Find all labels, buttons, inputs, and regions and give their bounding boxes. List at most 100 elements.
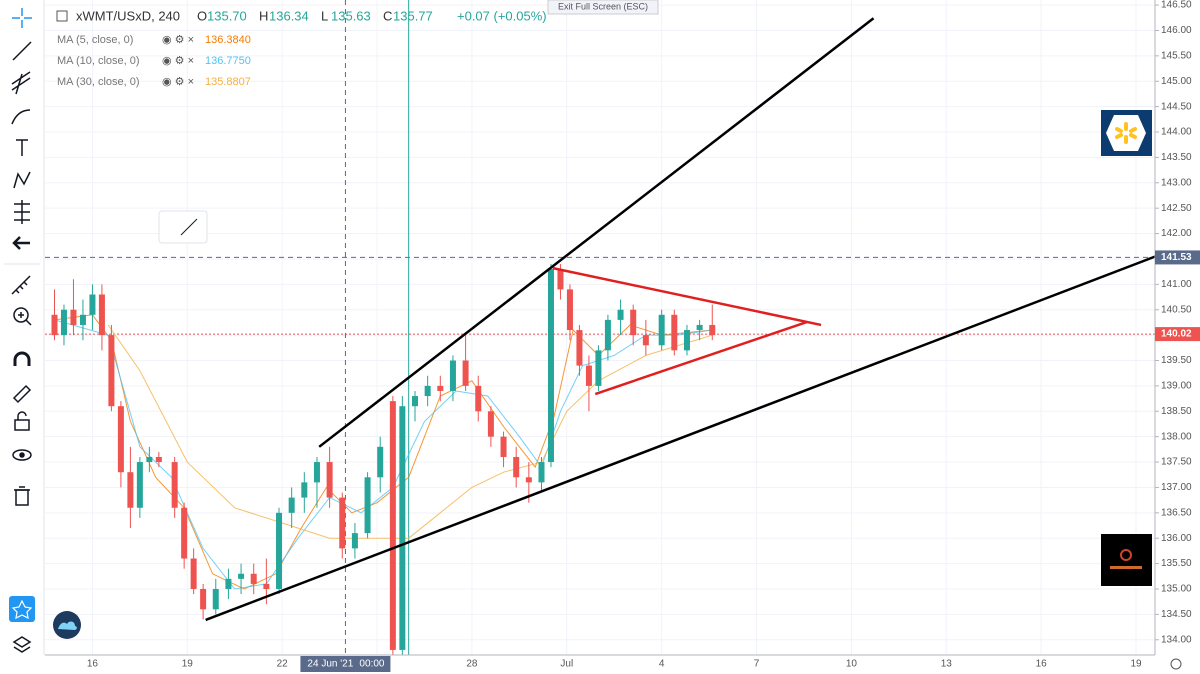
measure-tool[interactable]: [14, 200, 30, 224]
favorites[interactable]: [9, 596, 35, 622]
y-tick-label: 138.00: [1161, 431, 1192, 442]
candle-body: [351, 533, 358, 549]
indicator-name: MA (30, close, 0): [57, 76, 140, 88]
change: +0.07 (+0.05%): [457, 8, 547, 23]
candle-body: [377, 446, 384, 478]
text-tool[interactable]: [16, 139, 28, 156]
exit-button[interactable]: [547, 0, 659, 15]
candle-body: [364, 477, 371, 534]
ohlc-key: O: [197, 8, 207, 23]
candle-body: [658, 314, 665, 346]
logo-spark: [1115, 122, 1137, 144]
candle-body: [500, 436, 507, 457]
symbol-icon: [56, 10, 68, 22]
candle-body: [79, 314, 86, 325]
crosshair-date: 24 Jun '21: [307, 659, 353, 670]
candle-body: [424, 385, 431, 397]
candle-body: [630, 309, 637, 336]
crosshair-label-box: [300, 656, 391, 672]
candle-body: [696, 324, 703, 331]
pattern-tool[interactable]: [13, 171, 31, 189]
floating-line-icon[interactable]: [180, 218, 198, 236]
y-tick-label: 139.00: [1161, 381, 1192, 392]
y-tick-label: 135.50: [1161, 558, 1192, 569]
ohlc-value: 136.34: [269, 8, 309, 23]
logo-cloud: [58, 621, 77, 630]
y-tick-label: 136.00: [1161, 533, 1192, 544]
brush-tool[interactable]: [11, 109, 31, 125]
y-tick-label: 146.00: [1161, 25, 1192, 36]
candle-body: [326, 462, 333, 498]
candle-body: [487, 411, 494, 437]
y-tick-label: 146.50: [1161, 0, 1192, 11]
x-tick-label: 10: [846, 659, 858, 670]
trendline: [318, 17, 875, 448]
candle-body: [339, 497, 346, 549]
candle-body: [117, 406, 124, 473]
price-label-box: [1155, 250, 1200, 265]
candle-body: [671, 314, 678, 351]
y-tick-label: 142.00: [1161, 228, 1192, 239]
fib-tool[interactable]: [11, 71, 31, 95]
price-label: 141.53: [1161, 252, 1192, 263]
trendline: [205, 253, 1160, 622]
indicator-icons: ◉ ⚙ ×: [162, 55, 194, 67]
candle-body: [238, 573, 245, 579]
price-label-box: [1155, 327, 1200, 342]
visibility-tool[interactable]: [12, 449, 32, 461]
candle-body: [190, 558, 197, 589]
candle-body: [513, 456, 520, 478]
candle-body: [642, 335, 649, 346]
candle-body: [617, 309, 624, 320]
candle-body: [525, 477, 532, 483]
plot: [45, 0, 1160, 655]
crosshair-tool[interactable]: [12, 8, 32, 28]
x-tick-label: 28: [466, 659, 478, 670]
y-tick-label: 135.00: [1161, 584, 1192, 595]
layers[interactable]: [12, 636, 32, 653]
symbol: xWMT/USxD, 240: [76, 8, 180, 23]
y-tick-label: 144.50: [1161, 101, 1192, 112]
y-tick-label: 138.50: [1161, 406, 1192, 417]
exit-button-label[interactable]: Exit Full Screen (ESC): [558, 1, 648, 11]
trendline: [594, 320, 808, 396]
x-tick-label: 19: [1130, 659, 1142, 670]
indicator-name: MA (5, close, 0): [57, 34, 133, 46]
candle-body: [412, 396, 418, 407]
y-tick-label: 144.00: [1161, 127, 1192, 138]
settings[interactable]: [1170, 658, 1182, 670]
ohlc-value: 135.70: [207, 8, 247, 23]
y-tick-label: 137.50: [1161, 457, 1192, 468]
candle-body: [585, 365, 592, 386]
draw-lock[interactable]: [12, 384, 32, 404]
candle-body: [127, 472, 134, 508]
candle-body: [263, 583, 270, 589]
indicator-icons: ◉ ⚙ ×: [162, 76, 194, 88]
ohlc-key: C: [383, 8, 392, 23]
back-tool[interactable]: [12, 236, 30, 250]
candle-body: [576, 330, 583, 366]
indicator-value: 136.3840: [205, 34, 251, 46]
lock-tool[interactable]: [14, 419, 30, 431]
line-tool[interactable]: [12, 41, 32, 61]
floating-toolbar[interactable]: [158, 210, 208, 244]
y-tick-label: 139.50: [1161, 355, 1192, 366]
candle-body: [462, 360, 469, 386]
ruler-tool[interactable]: [11, 275, 31, 295]
legend: xWMT/USxD, 240 O 135.70 H 136.34 L 135.63 C 135.…: [56, 0, 659, 88]
indicator-value: 136.7750: [205, 55, 251, 67]
candle-body: [225, 578, 232, 589]
zoom-tool[interactable]: [13, 307, 29, 323]
indicator-icons: ◉ ⚙ ×: [162, 34, 194, 46]
candle-body: [181, 507, 188, 559]
candle-body: [389, 401, 396, 650]
ma-line: [107, 324, 713, 539]
x-tick-label: Jul: [560, 659, 573, 670]
x-tick-label: 19: [182, 659, 194, 670]
magnet-tool[interactable]: [13, 351, 31, 366]
time-axis: [0, 655, 1200, 674]
candle-body: [250, 573, 257, 584]
y-tick-label: 145.00: [1161, 76, 1192, 87]
